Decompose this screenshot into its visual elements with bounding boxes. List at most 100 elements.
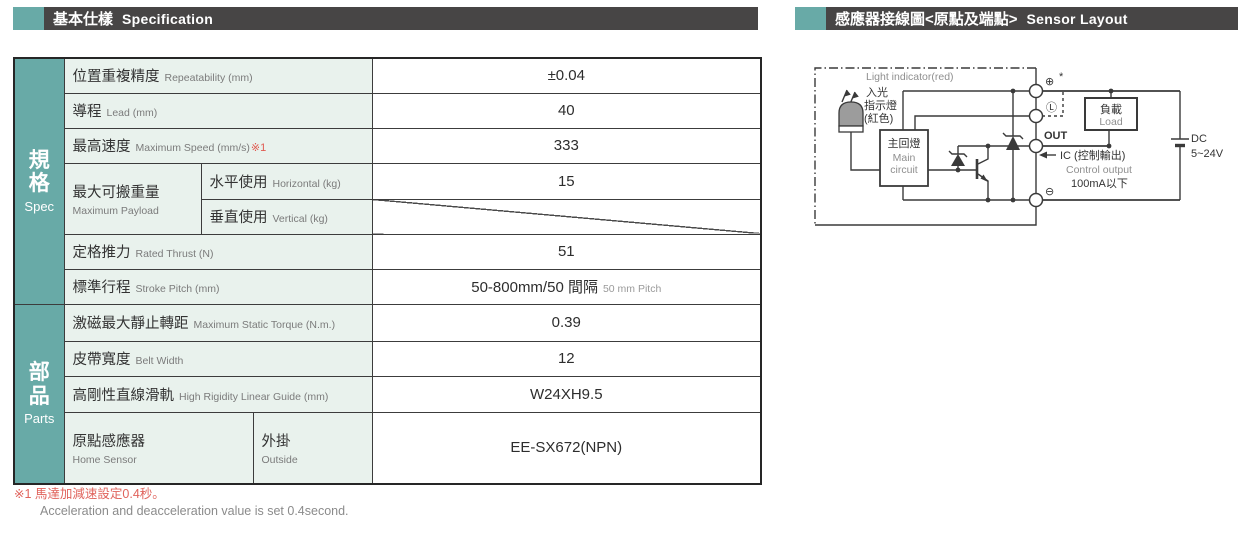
label-repeatability: 位置重複精度 Repeatability (mm) xyxy=(63,57,373,94)
junction-dot xyxy=(955,167,961,173)
spec-header-bar: 基本仕樣 Specification xyxy=(44,7,758,30)
dc-label: DC xyxy=(1191,133,1207,145)
section-label-parts: 部品 Parts xyxy=(13,303,65,485)
value-repeatability: ±0.04 xyxy=(371,57,762,94)
sensor-wiring-diagram: Light indicator(red) 入光 指示燈 (紅色) 主回燈 Mai… xyxy=(814,67,1224,226)
footnote-line2: Acceleration and deacceleration value is… xyxy=(40,503,349,518)
transistor-collector xyxy=(977,146,989,165)
terminal-plus-circle xyxy=(1028,83,1044,99)
ic-arrowhead xyxy=(1039,151,1047,159)
terminal-out-label: OUT xyxy=(1044,130,1068,142)
teal-accent-block xyxy=(795,7,826,30)
emitter-arrowhead xyxy=(980,174,988,182)
spec-title-en: Specification xyxy=(122,10,214,27)
main-circuit-en2: circuit xyxy=(890,164,918,176)
table-row: 部品 Parts 激磁最大靜止轉距 Maximum Static Torque (… xyxy=(13,303,762,485)
section-parts-en: Parts xyxy=(24,411,55,427)
value-belt-width: 12 xyxy=(371,340,762,377)
table-row: 最大可搬重量 Maximum Payload 水平使用 Horizontal (kg… xyxy=(14,162,762,235)
label-en: Rated Thrust (N) xyxy=(135,248,214,260)
label-horizontal: 水平使用 Horizontal (kg) xyxy=(200,162,373,200)
load-zh: 負載 xyxy=(1100,103,1122,116)
label-en: Horizontal (kg) xyxy=(272,177,341,190)
label-en: High Rigidity Linear Guide (mm) xyxy=(179,390,329,403)
control-output-label: Control output xyxy=(1066,164,1132,176)
label-home-sensor: 原點感應器 Home Sensor xyxy=(63,411,254,485)
label-linear-guide: 高剛性直線滑軌 High Rigidity Linear Guide (mm) xyxy=(63,375,373,413)
label-zh: 激磁最大靜止轉距 xyxy=(72,316,189,332)
sensor-title-en: Sensor Layout xyxy=(1026,10,1128,27)
value-lead: 40 xyxy=(371,92,762,129)
label-zh: 標準行程 xyxy=(72,280,131,296)
label-zh: 最大可搬重量 xyxy=(72,184,160,201)
terminal-light-label: Ⓛ xyxy=(1046,101,1057,114)
label-en: Outside xyxy=(261,453,298,466)
spec-section-header: 基本仕樣 Specification xyxy=(13,7,758,30)
value-max-speed: 333 xyxy=(371,127,762,164)
footnote-line1: ※1 馬達加減速設定0.4秒。 xyxy=(14,487,165,501)
label-zh: 原點感應器 xyxy=(72,433,146,450)
junction-dot xyxy=(1108,88,1114,94)
table-row: 原點感應器 Home Sensor 外掛 Outside EE-SX672(NPN) xyxy=(14,411,762,485)
sensor-outline-dashed xyxy=(814,67,1036,225)
light-jumper-dashed xyxy=(1042,91,1064,117)
junction-dot xyxy=(985,197,991,203)
sensor-title-zh: 感應器接線圖<原點及端點> xyxy=(835,11,1018,28)
teal-accent-block xyxy=(13,7,44,30)
specification-table: 規格 Spec 位置重複精度 Repeatability (mm) ±0.04 導… xyxy=(13,57,763,485)
label-en: Maximum Payload xyxy=(72,204,159,217)
led-arrowhead-1 xyxy=(843,90,851,97)
section-parts-zh: 部品 xyxy=(28,361,50,408)
label-zh: 垂直使用 xyxy=(209,210,268,226)
transistor-emitter xyxy=(977,173,989,200)
terminal-star-label: * xyxy=(1059,71,1064,83)
main-circuit-box xyxy=(879,129,929,187)
load-en: Load xyxy=(1099,116,1123,128)
value-vertical-na xyxy=(371,198,762,235)
terminal-minus-label: ⊖ xyxy=(1045,186,1054,198)
table-row: 最高速度 Maximum Speed (mm/s)※1 333 xyxy=(14,127,762,164)
load-box xyxy=(1084,97,1138,131)
label-outside: 外掛 Outside xyxy=(252,411,373,485)
terminal-minus-circle xyxy=(1028,192,1044,208)
led-wire xyxy=(850,132,880,171)
main-circuit-en1: Main xyxy=(893,152,916,164)
label-belt-width: 皮帶寬度 Belt Width xyxy=(63,340,373,377)
stroke-value: 50-800mm/50 間隔 xyxy=(471,279,598,296)
value-horizontal: 15 xyxy=(371,162,762,200)
table-row: 高剛性直線滑軌 High Rigidity Linear Guide (mm) W… xyxy=(14,375,762,413)
label-rated-thrust: 定格推力 Rated Thrust (N) xyxy=(63,233,373,270)
table-row: 標準行程 Stroke Pitch (mm) 50-800mm/50 間隔 50 m… xyxy=(14,268,762,305)
light-zh-2: 指示燈 xyxy=(864,98,897,112)
footnote-marker: ※1 xyxy=(250,142,267,154)
value-stroke-pitch: 50-800mm/50 間隔 50 mm Pitch xyxy=(371,268,762,305)
label-zh: 最高速度 xyxy=(72,139,131,155)
label-en: Repeatability (mm) xyxy=(164,72,253,85)
label-zh: 外掛 xyxy=(261,433,291,450)
label-en: Maximum Static Torque (N.m.) xyxy=(193,319,336,331)
label-max-speed: 最高速度 Maximum Speed (mm/s)※1 xyxy=(63,127,373,164)
value-linear-guide: W24XH9.5 xyxy=(371,375,762,413)
footnote: ※1 馬達加減速設定0.4秒。 Acceleration and deaccel… xyxy=(14,487,349,519)
led-arrowhead-2 xyxy=(851,92,859,99)
sensor-section-header: 感應器接線圖<原點及端點> Sensor Layout xyxy=(795,7,1238,30)
label-zh: 皮帶寬度 xyxy=(72,352,131,368)
terminal-out-circle xyxy=(1028,138,1044,154)
main-circuit-zh: 主回燈 xyxy=(888,136,921,150)
junction-dot xyxy=(1010,197,1016,203)
light-terminal-wire xyxy=(914,115,1030,130)
current-limit-label: 100mA以下 xyxy=(1071,178,1128,190)
junction-dot xyxy=(1010,88,1016,94)
light-indicator-label: Light indicator(red) xyxy=(866,71,954,83)
label-zh: 位置重複精度 xyxy=(72,69,160,86)
spec-title-zh: 基本仕樣 xyxy=(53,11,114,28)
value-static-torque: 0.39 xyxy=(371,303,762,342)
label-en: Stroke Pitch (mm) xyxy=(135,283,220,295)
label-stroke-pitch: 標準行程 Stroke Pitch (mm) xyxy=(63,268,373,305)
label-en: Home Sensor xyxy=(72,453,137,466)
table-row: 皮帶寬度 Belt Width 12 xyxy=(14,340,762,377)
label-lead: 導程 Lead (mm) xyxy=(63,92,373,129)
light-zh-3: (紅色) xyxy=(864,111,893,125)
zener1-triangle xyxy=(951,154,965,166)
label-en: Belt Width xyxy=(135,355,184,367)
